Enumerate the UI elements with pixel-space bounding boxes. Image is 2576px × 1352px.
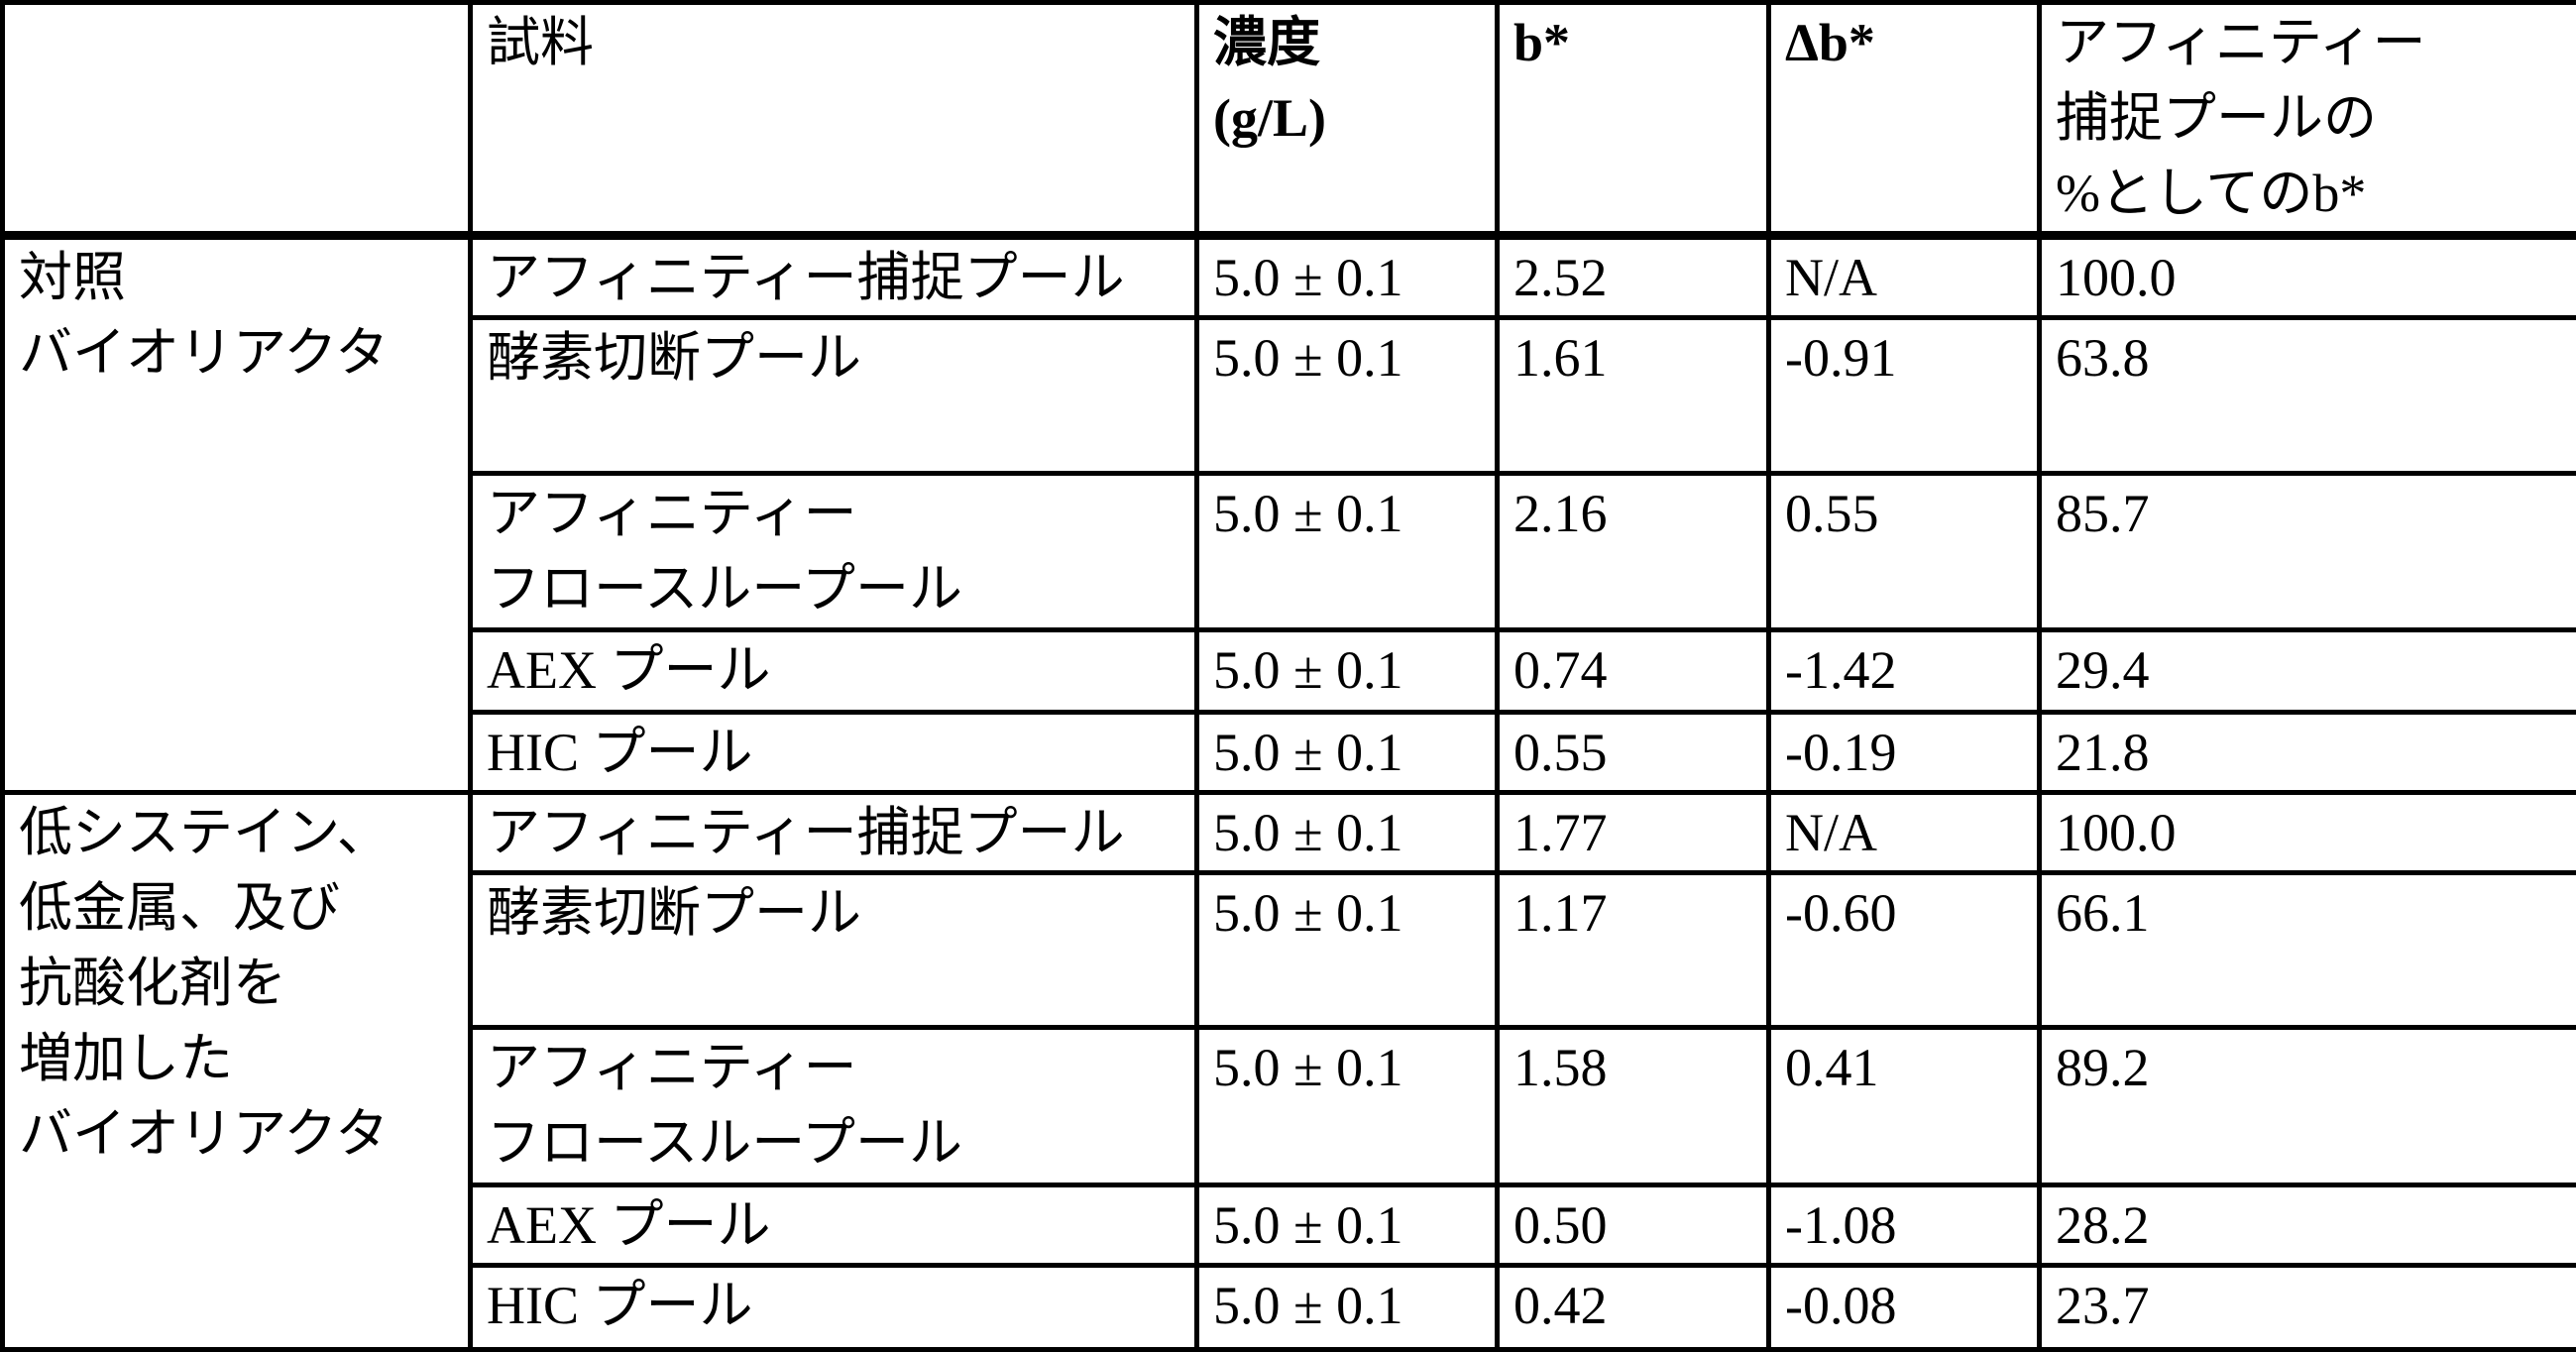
b-star-cell: 2.16 [1498, 474, 1769, 630]
concentration-cell: 5.0 ± 0.1 [1197, 713, 1498, 793]
percent-b-star-cell: 100.0 [2040, 236, 2576, 318]
concentration-cell: 5.0 ± 0.1 [1197, 474, 1498, 630]
header-group [3, 3, 471, 236]
percent-b-star-cell: 100.0 [2040, 793, 2576, 873]
b-star-cell: 1.77 [1498, 793, 1769, 873]
percent-b-star-cell: 29.4 [2040, 630, 2576, 713]
sample-cell: 酵素切断プール [471, 318, 1197, 474]
b-star-cell: 0.74 [1498, 630, 1769, 713]
percent-b-star-cell: 21.8 [2040, 713, 2576, 793]
concentration-cell: 5.0 ± 0.1 [1197, 793, 1498, 873]
concentration-cell: 5.0 ± 0.1 [1197, 318, 1498, 474]
percent-b-star-cell: 28.2 [2040, 1185, 2576, 1266]
delta-b-star-cell: 0.41 [1769, 1028, 2040, 1185]
group-label: 対照 バイオリアクタ [3, 236, 471, 793]
b-star-cell: 2.52 [1498, 236, 1769, 318]
concentration-cell: 5.0 ± 0.1 [1197, 873, 1498, 1028]
concentration-cell: 5.0 ± 0.1 [1197, 1266, 1498, 1350]
header-concentration: 濃度 (g/L) [1197, 3, 1498, 236]
sample-cell: アフィニティー捕捉プール [471, 793, 1197, 873]
header-b-star: b* [1498, 3, 1769, 236]
b-star-cell: 1.58 [1498, 1028, 1769, 1185]
concentration-cell: 5.0 ± 0.1 [1197, 1185, 1498, 1266]
delta-b-star-cell: -0.60 [1769, 873, 2040, 1028]
sample-cell: HIC プール [471, 713, 1197, 793]
header-row: 試料 濃度 (g/L) b* Δb* アフィニティー 捕捉プールの %としてのb… [3, 3, 2576, 236]
sample-cell: AEX プール [471, 630, 1197, 713]
delta-b-star-cell: N/A [1769, 793, 2040, 873]
b-star-cell: 0.50 [1498, 1185, 1769, 1266]
b-star-cell: 0.42 [1498, 1266, 1769, 1350]
table-row: 低システイン、 低金属、及び 抗酸化剤を 増加した バイオリアクタアフィニティー… [3, 793, 2576, 873]
sample-cell: AEX プール [471, 1185, 1197, 1266]
percent-b-star-cell: 63.8 [2040, 318, 2576, 474]
concentration-cell: 5.0 ± 0.1 [1197, 630, 1498, 713]
sample-cell: アフィニティー フロースループール [471, 1028, 1197, 1185]
sample-cell: アフィニティー フロースループール [471, 474, 1197, 630]
concentration-cell: 5.0 ± 0.1 [1197, 236, 1498, 318]
b-star-cell: 1.17 [1498, 873, 1769, 1028]
percent-b-star-cell: 85.7 [2040, 474, 2576, 630]
table-row: 対照 バイオリアクタアフィニティー捕捉プール5.0 ± 0.12.52N/A10… [3, 236, 2576, 318]
delta-b-star-cell: 0.55 [1769, 474, 2040, 630]
percent-b-star-cell: 89.2 [2040, 1028, 2576, 1185]
delta-b-star-cell: -0.91 [1769, 318, 2040, 474]
b-star-cell: 1.61 [1498, 318, 1769, 474]
b-star-cell: 0.55 [1498, 713, 1769, 793]
delta-b-star-cell: -0.19 [1769, 713, 2040, 793]
sample-cell: アフィニティー捕捉プール [471, 236, 1197, 318]
concentration-cell: 5.0 ± 0.1 [1197, 1028, 1498, 1185]
percent-b-star-cell: 66.1 [2040, 873, 2576, 1028]
delta-b-star-cell: N/A [1769, 236, 2040, 318]
header-sample: 試料 [471, 3, 1197, 236]
percent-b-star-cell: 23.7 [2040, 1266, 2576, 1350]
delta-b-star-cell: -1.42 [1769, 630, 2040, 713]
header-delta-b-star: Δb* [1769, 3, 2040, 236]
sample-cell: 酵素切断プール [471, 873, 1197, 1028]
group-label: 低システイン、 低金属、及び 抗酸化剤を 増加した バイオリアクタ [3, 793, 471, 1350]
delta-b-star-cell: -0.08 [1769, 1266, 2040, 1350]
header-percent-b-star: アフィニティー 捕捉プールの %としてのb* [2040, 3, 2576, 236]
sample-cell: HIC プール [471, 1266, 1197, 1350]
delta-b-star-cell: -1.08 [1769, 1185, 2040, 1266]
data-table: 試料 濃度 (g/L) b* Δb* アフィニティー 捕捉プールの %としてのb… [0, 0, 2576, 1352]
